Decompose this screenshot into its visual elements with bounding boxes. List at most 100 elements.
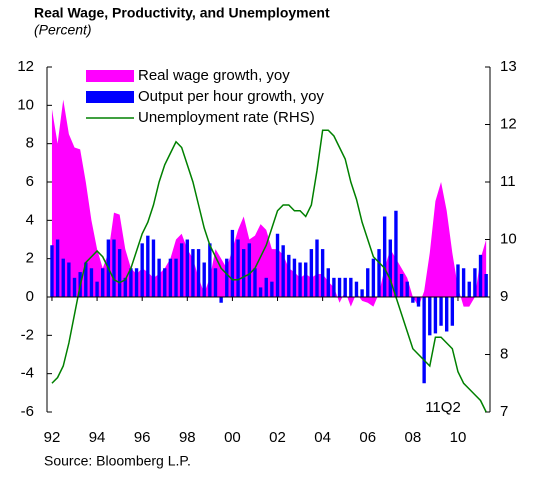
bar xyxy=(371,258,376,297)
legend-label: Unemployment rate (RHS) xyxy=(138,109,315,126)
bar xyxy=(388,239,392,297)
bar xyxy=(281,245,285,297)
y2-tick-label: 8 xyxy=(500,345,508,362)
bar xyxy=(174,258,178,297)
bar xyxy=(326,268,330,297)
bar xyxy=(84,262,88,297)
bar xyxy=(196,249,201,297)
annotation: 11Q2 xyxy=(425,399,461,416)
bar xyxy=(95,281,99,297)
x-tick-label: 08 xyxy=(405,429,422,446)
y-tick-label: 6 xyxy=(26,173,34,190)
bar xyxy=(151,239,156,297)
y-tick-label: -6 xyxy=(21,403,34,420)
chart-subtitle: (Percent) xyxy=(34,22,92,38)
bar xyxy=(191,249,195,297)
bar xyxy=(484,274,488,297)
bar xyxy=(247,243,252,297)
bar xyxy=(129,268,133,297)
y-tick-label: 8 xyxy=(26,135,34,152)
bar xyxy=(213,268,218,297)
bar xyxy=(112,239,116,297)
bar xyxy=(445,297,449,332)
bar xyxy=(287,254,291,297)
bar xyxy=(202,262,206,297)
bar xyxy=(315,239,319,297)
bar xyxy=(225,258,229,297)
bar xyxy=(270,281,274,297)
legend-label: Real wage growth, yoy xyxy=(138,67,290,84)
line xyxy=(51,129,487,413)
bar xyxy=(67,262,71,297)
bar xyxy=(304,262,308,297)
bar xyxy=(394,210,398,297)
x-tick-label: 92 xyxy=(44,429,61,446)
bar xyxy=(236,239,240,297)
bar xyxy=(382,216,387,297)
bar xyxy=(360,289,364,297)
y-tick-label: 2 xyxy=(26,250,34,267)
bar xyxy=(134,268,139,297)
bar xyxy=(461,268,466,297)
legend-swatch xyxy=(86,70,134,82)
chart-title: Real Wage, Productivity, and Unemploymen… xyxy=(34,5,330,21)
bar xyxy=(478,254,483,297)
bar xyxy=(292,258,297,297)
x-tick-label: 96 xyxy=(134,429,151,446)
bar xyxy=(123,277,127,297)
y2-tick-label: 9 xyxy=(500,288,508,305)
bar xyxy=(140,243,144,297)
bar xyxy=(411,297,415,303)
bar xyxy=(61,258,65,297)
bar xyxy=(275,233,280,297)
y-tick-label: -4 xyxy=(21,365,34,382)
y2-tick-label: 13 xyxy=(500,58,517,75)
y-tick-label: 0 xyxy=(26,288,34,305)
bar xyxy=(343,277,347,297)
area xyxy=(51,99,487,307)
bar xyxy=(241,249,246,297)
x-tick-label: 94 xyxy=(89,429,106,446)
bar xyxy=(309,249,314,297)
bar xyxy=(467,281,471,297)
bar xyxy=(320,249,325,297)
y2-tick-label: 10 xyxy=(500,230,517,247)
bar xyxy=(89,268,94,297)
bar xyxy=(337,277,342,297)
bar xyxy=(101,268,105,297)
bar xyxy=(473,268,477,297)
y2-tick-label: 7 xyxy=(500,403,508,420)
bar xyxy=(230,229,235,297)
bar xyxy=(354,281,359,297)
bar xyxy=(50,245,54,297)
legend-swatch xyxy=(86,91,134,103)
bar xyxy=(456,264,460,297)
y-tick-label: -2 xyxy=(21,326,34,343)
bar xyxy=(439,297,443,326)
bar xyxy=(366,268,370,297)
bar xyxy=(157,258,161,297)
bar xyxy=(55,239,60,297)
bar xyxy=(258,287,263,297)
bar xyxy=(179,243,184,297)
bar xyxy=(163,268,167,297)
bar xyxy=(168,258,173,297)
bar xyxy=(146,235,150,297)
bar xyxy=(72,277,77,297)
y-tick-label: 4 xyxy=(26,211,34,228)
bar xyxy=(405,281,409,297)
bar xyxy=(450,297,455,326)
bar xyxy=(264,277,268,297)
y2-tick-label: 12 xyxy=(500,115,517,132)
y-tick-label: 10 xyxy=(17,96,34,113)
x-tick-label: 00 xyxy=(224,429,241,446)
source: Source: Bloomberg L.P. xyxy=(44,453,191,469)
bar xyxy=(422,297,426,384)
y-tick-label: 12 xyxy=(17,58,34,75)
bar xyxy=(208,243,212,297)
x-tick-label: 06 xyxy=(359,429,376,446)
bar xyxy=(416,297,421,307)
x-tick-label: 02 xyxy=(269,429,286,446)
bar xyxy=(399,274,404,297)
